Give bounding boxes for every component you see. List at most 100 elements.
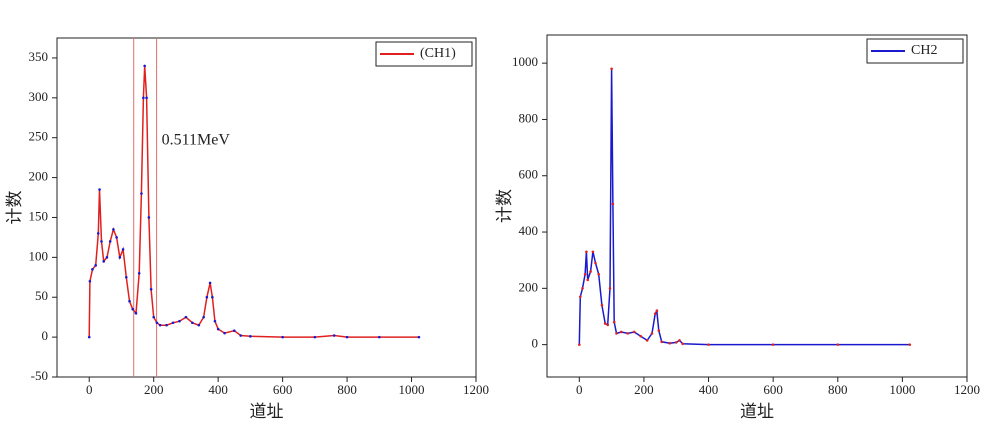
data-point (615, 332, 618, 335)
x-tick-label: 1200 (463, 382, 489, 397)
data-point (171, 321, 175, 325)
data-point (87, 335, 91, 339)
data-point (94, 264, 97, 267)
x-tick-label: 0 (86, 382, 93, 397)
y-tick-label: 100 (29, 248, 49, 263)
data-point (140, 192, 143, 195)
data-point (653, 312, 657, 315)
x-tick-label: 400 (208, 382, 228, 397)
plot-frame (546, 34, 968, 378)
data-point (124, 275, 128, 279)
data-point (620, 330, 623, 334)
y-tick-label: 50 (35, 288, 48, 303)
data-point (908, 343, 912, 346)
y-tick-label: 150 (29, 208, 49, 223)
data-point (202, 315, 205, 319)
x-axis-title: 道址 (740, 402, 774, 422)
data-point (655, 309, 659, 313)
data-point (600, 303, 604, 307)
data-point (142, 96, 145, 100)
legend-label: (CH1) (420, 46, 456, 61)
data-point (137, 272, 141, 275)
data-point (143, 64, 146, 68)
data-point (626, 332, 630, 335)
y-axis-title: 计数 (5, 191, 25, 225)
data-point (591, 250, 595, 254)
data-point (216, 327, 220, 331)
data-point (197, 323, 201, 327)
data-point (417, 335, 421, 339)
data-point (131, 307, 135, 311)
data-point (165, 323, 168, 327)
data-point (660, 340, 663, 344)
x-tick-label: 600 (273, 382, 293, 397)
data-point (178, 319, 181, 323)
data-point (98, 188, 101, 191)
data-point (597, 272, 600, 276)
data-point (208, 281, 212, 285)
y-tick-label: 800 (519, 110, 539, 125)
data-point (668, 341, 672, 345)
data-point (632, 330, 636, 334)
data-point (608, 287, 612, 290)
data-point (578, 343, 581, 346)
data-point (332, 334, 336, 337)
data-point (681, 342, 684, 346)
y-tick-label: 200 (29, 169, 49, 184)
plot-frame (56, 37, 477, 378)
data-point (281, 335, 284, 339)
data-point (115, 236, 118, 239)
x-tick-label: 600 (763, 382, 783, 397)
data-point (211, 295, 214, 299)
data-point (249, 335, 252, 338)
data-point (158, 323, 162, 327)
x-tick-label: 800 (337, 382, 357, 397)
data-point (678, 339, 681, 342)
y-tick-label: 400 (519, 223, 539, 238)
data-point (184, 315, 188, 319)
data-point (232, 329, 236, 333)
annotation: 0.511MeV (162, 132, 231, 149)
data-point (578, 295, 582, 299)
x-tick-label: 200 (634, 382, 654, 397)
data-point (223, 331, 226, 335)
y-axis-title: 计数 (495, 189, 515, 223)
data-point (191, 321, 194, 325)
x-tick-label: 200 (144, 382, 164, 397)
data-point (205, 295, 209, 299)
y-tick-label: -50 (31, 368, 48, 383)
data-point (639, 334, 642, 338)
data-point (152, 315, 155, 319)
y-tick-label: 0 (42, 328, 49, 343)
data-point (91, 268, 94, 271)
x-tick-label: 1200 (954, 382, 980, 397)
data-point (594, 261, 597, 265)
data-point (145, 96, 148, 100)
data-point (583, 272, 587, 276)
y-tick-label: 1000 (512, 54, 538, 69)
x-tick-label: 0 (576, 382, 583, 397)
data-point (586, 278, 590, 282)
data-point (121, 248, 125, 251)
data-point (100, 240, 103, 243)
data-point (771, 343, 775, 346)
data-point (345, 335, 349, 339)
data-point (149, 287, 153, 291)
legend-label: CH2 (911, 43, 937, 58)
data-point (603, 322, 607, 325)
data-point (213, 319, 217, 323)
data-point (239, 334, 243, 337)
data-point (313, 335, 317, 339)
data-point (610, 67, 613, 71)
data-point (102, 260, 106, 263)
data-point (96, 232, 100, 235)
data-point (378, 335, 381, 339)
data-point (147, 216, 151, 219)
data-point (88, 279, 92, 283)
data-point (836, 343, 840, 346)
data-point (108, 240, 112, 243)
data-point (707, 343, 710, 346)
data-point (650, 332, 654, 335)
data-point (606, 323, 610, 327)
